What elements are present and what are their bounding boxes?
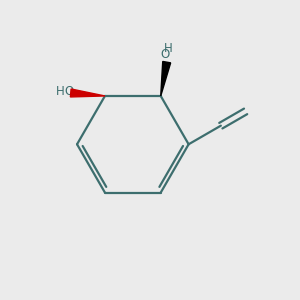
Text: O: O [160, 48, 170, 61]
Text: H: H [56, 85, 65, 98]
Text: O: O [65, 85, 74, 98]
Polygon shape [161, 61, 171, 96]
Text: H: H [164, 42, 172, 55]
Polygon shape [70, 89, 105, 97]
